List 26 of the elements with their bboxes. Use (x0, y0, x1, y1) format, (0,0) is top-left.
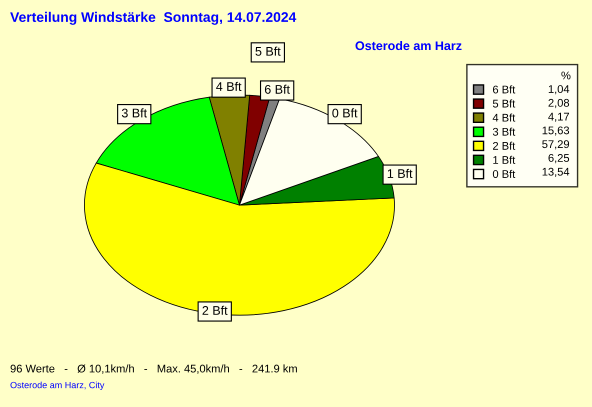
data-label: 15,63 (542, 126, 570, 136)
text: 96 Werte - Ø 10,1km/h - Max. 45,0km/h - 241.9 km (10, 364, 297, 374)
chart-title: Verteilung Windstärke Sonntag, 14.07.2024 (10, 12, 296, 25)
chart-subtitle: Osterode am Harz (356, 40, 462, 50)
data-label: 4,17 (548, 112, 570, 122)
data-label: 57,29 (542, 140, 570, 150)
legend-label: 5 Bft (492, 99, 516, 108)
slice-label: 0 Bft (332, 108, 358, 118)
data-label: 1,04 (548, 85, 570, 94)
legend-label: 6 Bft (493, 85, 516, 94)
slice-label: 2 Bft (202, 306, 228, 315)
legend-label: 2 Bft (492, 142, 516, 150)
slice-label: 3 Bft (122, 108, 147, 118)
slice-label: 6 Bft (264, 84, 290, 94)
legend-label: 0 Bft (492, 170, 516, 178)
data-label: 13,54 (542, 168, 570, 177)
slice-label: 1 Bft (388, 168, 412, 178)
text: Osterode am Harz, City (10, 382, 104, 390)
slice-label: 5 Bft (255, 46, 281, 56)
data-label: 2,08 (548, 98, 570, 108)
legend-title: % (561, 72, 570, 80)
slice-label: 4 Bft (216, 82, 242, 91)
legend-label: 4 Bft (492, 114, 516, 122)
legend-label: 3 Bft (492, 128, 516, 136)
legend-label: 1 Bft (493, 156, 516, 164)
data-label: 6,25 (548, 154, 570, 164)
